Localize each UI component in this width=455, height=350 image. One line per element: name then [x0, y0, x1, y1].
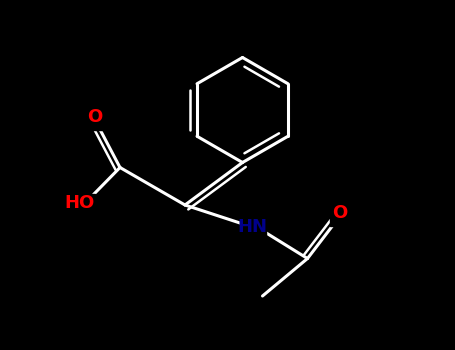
- Bar: [65, 194, 96, 213]
- Bar: [329, 206, 350, 225]
- Text: HN: HN: [238, 218, 268, 237]
- Bar: [239, 218, 266, 237]
- Text: HO: HO: [65, 195, 95, 212]
- Text: O: O: [87, 108, 103, 126]
- Text: O: O: [332, 204, 348, 222]
- Bar: [85, 111, 106, 130]
